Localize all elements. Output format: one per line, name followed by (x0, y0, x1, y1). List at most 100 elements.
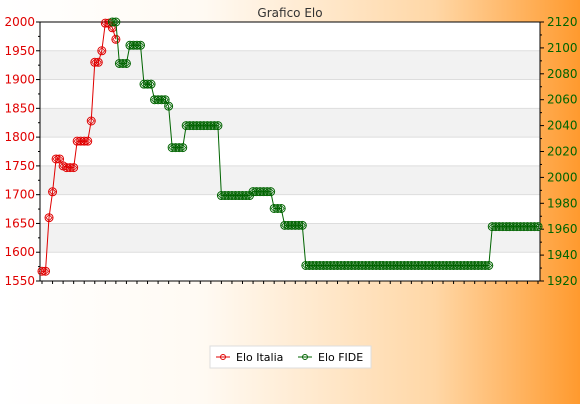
right-axis-tick-label: 2000 (547, 170, 578, 184)
left-axis-tick-label: 1900 (4, 73, 35, 87)
data-point-diamond (534, 223, 542, 231)
right-axis-tick-label: 1920 (547, 274, 578, 288)
plot-band (40, 165, 540, 195)
data-point (164, 101, 174, 111)
data-point (41, 266, 51, 276)
left-axis-tick-label: 1700 (4, 188, 35, 202)
data-point-diamond (136, 41, 145, 49)
left-axis-tick-label: 1650 (4, 216, 35, 230)
data-point (178, 143, 188, 153)
data-point (51, 154, 61, 164)
right-axis-tick-label: 2040 (547, 119, 578, 133)
legend-box (209, 345, 372, 369)
x-axis (41, 281, 539, 284)
data-point-diamond (108, 24, 116, 32)
data-point (107, 17, 117, 27)
plot-band (40, 50, 540, 80)
data-point (86, 116, 96, 126)
data-point (529, 222, 539, 232)
data-point-diamond (98, 47, 106, 55)
data-point (65, 163, 75, 173)
legend-swatch-marker (302, 354, 308, 360)
series-elo-fide (107, 17, 543, 270)
data-point-diamond (70, 164, 78, 172)
data-point (121, 58, 131, 68)
data-point-diamond (485, 261, 493, 270)
left-axis-tick-label: 1950 (4, 44, 35, 58)
data-point (209, 121, 219, 131)
data-point-diamond (277, 204, 285, 213)
data-point (44, 213, 54, 223)
data-point (100, 18, 110, 28)
data-point (484, 260, 494, 270)
right-axis-tick-label: 2120 (547, 15, 578, 29)
left-axis-tick-label: 1750 (4, 159, 35, 173)
data-point (262, 187, 272, 197)
right-axis-tick-label: 2060 (547, 93, 578, 107)
data-point (55, 154, 65, 164)
right-axis-tick-label: 1960 (547, 222, 578, 236)
data-point-diamond (147, 80, 155, 88)
plot-band (40, 108, 540, 138)
data-point (135, 40, 145, 50)
data-point (294, 220, 304, 230)
left-axis-tick-label: 1600 (4, 245, 35, 259)
data-point (143, 79, 153, 89)
data-point-diamond (214, 122, 222, 130)
legend[interactable]: Elo Italia Elo FIDE (209, 345, 372, 369)
data-point-diamond (245, 191, 254, 200)
plot-bands (40, 22, 540, 281)
data-point-diamond (94, 58, 102, 66)
right-axis-tick-label: 1980 (547, 196, 578, 210)
data-point (157, 95, 167, 105)
series-layer (37, 17, 543, 276)
data-point (79, 136, 89, 146)
data-point-diamond (267, 188, 275, 196)
chart-title: Grafico Elo (257, 6, 322, 20)
data-point (533, 222, 543, 232)
data-point (93, 57, 103, 67)
data-point (69, 163, 79, 173)
data-point-diamond (161, 96, 169, 104)
data-point-diamond (165, 102, 173, 110)
data-point-diamond (122, 59, 130, 68)
plot-band (40, 223, 540, 253)
data-point-diamond (179, 144, 187, 152)
data-point (241, 191, 251, 201)
data-point (276, 203, 286, 213)
series-line (42, 22, 117, 272)
data-point (297, 220, 307, 230)
legend-label[interactable]: Elo Italia (236, 351, 283, 364)
left-axis-tick-label: 1800 (4, 130, 35, 144)
data-point (83, 136, 93, 146)
right-axis-tick-label: 1940 (547, 248, 578, 262)
left-y-axis: 1550 1600 1650 1700 1750 1800 1850 1900 1950 2000 (4, 15, 40, 288)
data-point-diamond (112, 18, 120, 26)
data-point (132, 40, 142, 50)
data-point (273, 203, 283, 213)
left-axis-tick-label: 1850 (4, 101, 35, 115)
right-axis-tick-label: 2080 (547, 67, 578, 81)
legend-label[interactable]: Elo FIDE (318, 351, 363, 364)
data-point (213, 121, 223, 131)
data-point (266, 187, 276, 197)
right-axis-tick-label: 2020 (547, 145, 578, 159)
data-point (146, 79, 156, 89)
data-point-diamond (112, 35, 120, 43)
left-axis-tick-label: 1550 (4, 274, 35, 288)
left-axis-tick-label: 2000 (4, 15, 35, 29)
series-elo-italia (37, 18, 121, 276)
data-point (111, 17, 121, 27)
data-point (111, 34, 121, 44)
data-point-diamond (84, 137, 92, 145)
legend-swatch-marker (220, 354, 226, 360)
data-point (174, 143, 184, 153)
data-point (480, 260, 490, 270)
data-point (118, 58, 128, 68)
data-point-diamond (45, 214, 53, 222)
data-point (37, 266, 47, 276)
data-point (97, 46, 107, 56)
data-point-diamond (48, 188, 57, 196)
